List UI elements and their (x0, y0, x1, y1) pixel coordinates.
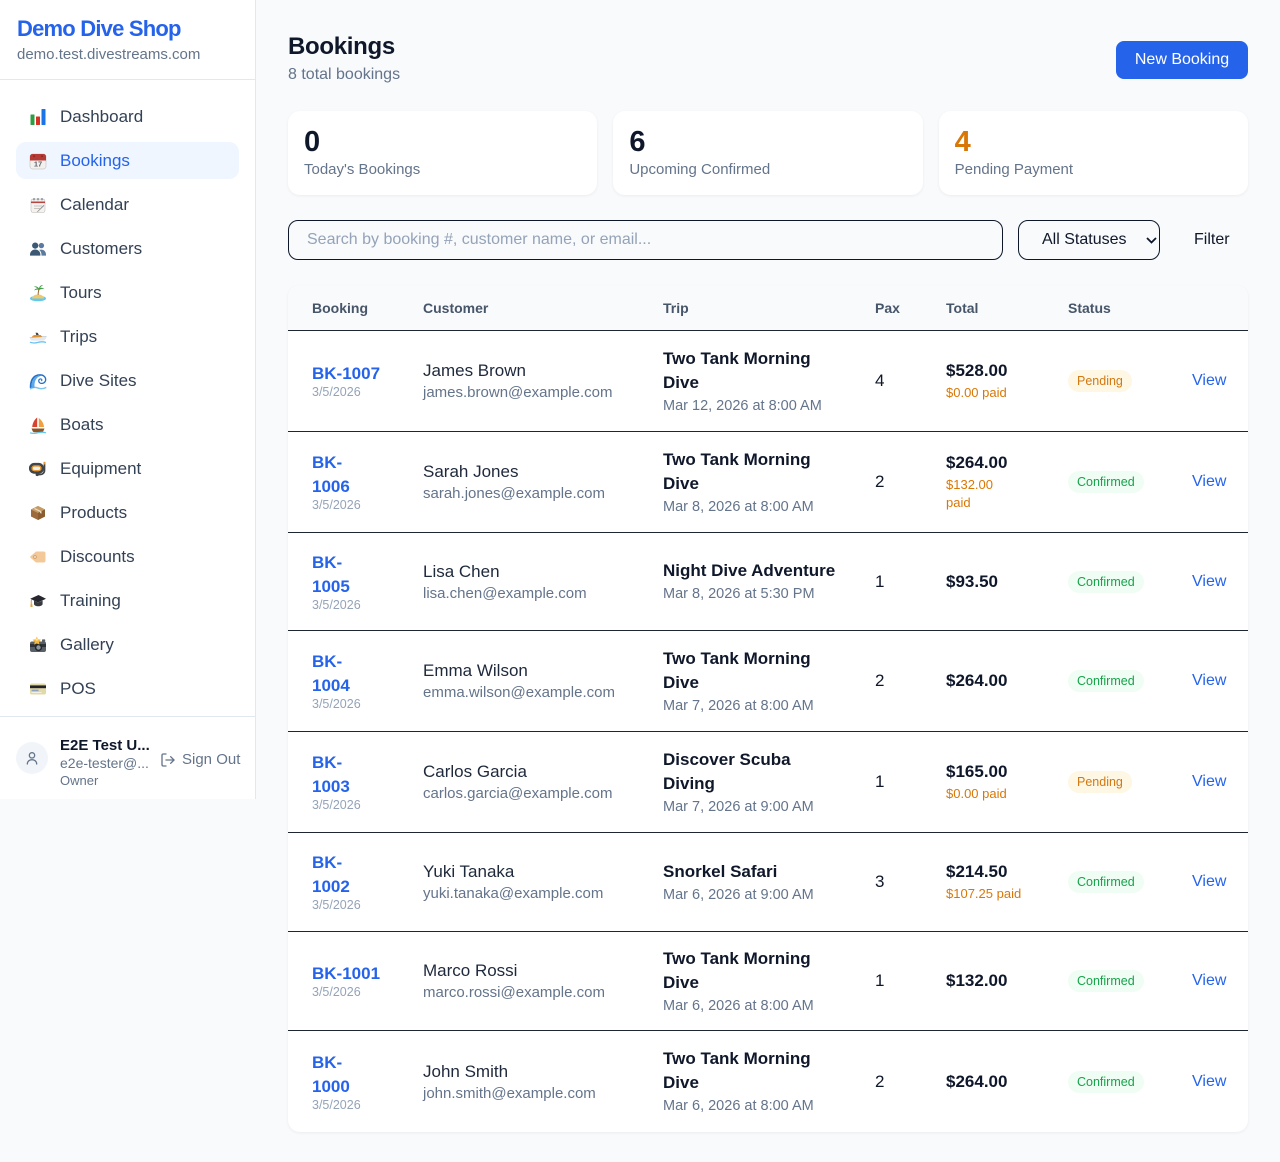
svg-text:17: 17 (34, 159, 42, 168)
